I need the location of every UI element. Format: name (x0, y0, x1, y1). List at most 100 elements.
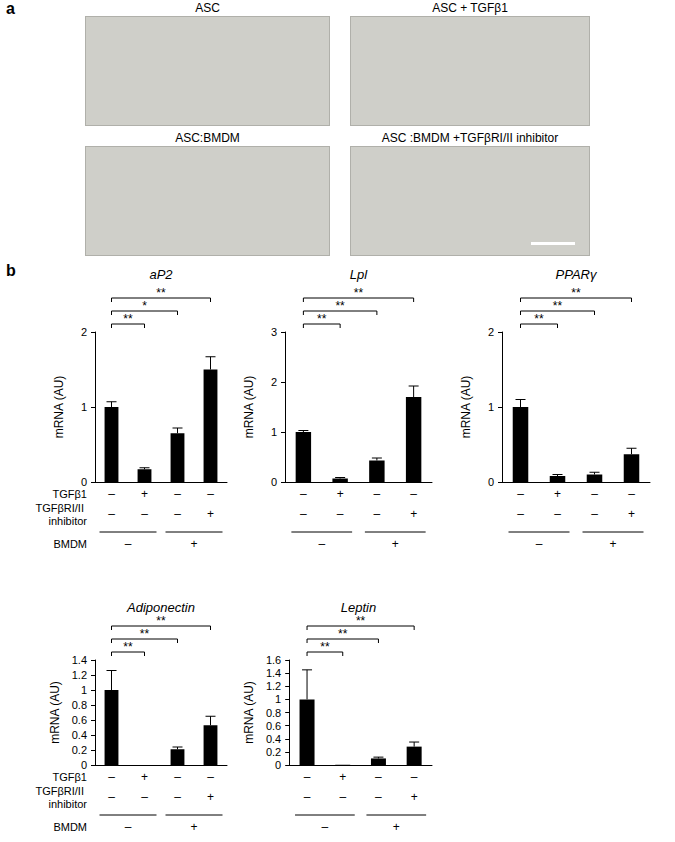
svg-text:+: + (207, 790, 214, 804)
svg-text:Adiponectin: Adiponectin (126, 600, 195, 615)
svg-text:1.4: 1.4 (266, 667, 281, 679)
svg-text:–: – (591, 487, 598, 501)
svg-text:TGFβ1: TGFβ1 (53, 771, 87, 783)
svg-text:0.4: 0.4 (72, 729, 87, 741)
svg-text:**: ** (320, 640, 330, 654)
svg-text:TGFβRI/II: TGFβRI/II (35, 502, 87, 514)
svg-text:+: + (339, 770, 346, 784)
svg-text:0.8: 0.8 (266, 707, 281, 719)
svg-text:0.6: 0.6 (72, 714, 87, 726)
svg-text:–: – (108, 507, 115, 521)
svg-text:mRNA (AU): mRNA (AU) (52, 376, 66, 439)
svg-text:BMDM: BMDM (53, 821, 87, 833)
svg-text:1: 1 (81, 684, 87, 696)
svg-text:–: – (374, 487, 381, 501)
svg-text:PPARγ: PPARγ (556, 267, 598, 282)
svg-text:**: ** (156, 614, 166, 628)
svg-text:*: * (142, 299, 147, 313)
svg-text:**: ** (356, 614, 366, 628)
svg-text:1: 1 (488, 401, 494, 413)
svg-text:inhibitor: inhibitor (48, 798, 87, 810)
svg-text:1: 1 (271, 426, 277, 438)
svg-text:+: + (337, 487, 344, 501)
svg-text:–: – (375, 770, 382, 784)
svg-text:BMDM: BMDM (53, 538, 87, 550)
svg-text:–: – (536, 537, 543, 551)
svg-text:0: 0 (488, 476, 494, 488)
svg-text:1.4: 1.4 (72, 654, 87, 666)
svg-text:–: – (374, 507, 381, 521)
svg-text:–: – (141, 507, 148, 521)
svg-text:Lpl: Lpl (350, 267, 368, 282)
svg-text:–: – (125, 820, 132, 834)
svg-text:**: ** (140, 627, 150, 641)
svg-text:**: ** (354, 286, 364, 300)
svg-text:**: ** (553, 299, 563, 313)
svg-text:**: ** (123, 312, 133, 326)
svg-text:2: 2 (271, 376, 277, 388)
svg-text:TGFβ1: TGFβ1 (53, 488, 87, 500)
svg-text:–: – (410, 487, 417, 501)
svg-text:0.6: 0.6 (266, 720, 281, 732)
svg-text:1: 1 (81, 401, 87, 413)
svg-text:1.6: 1.6 (266, 654, 281, 666)
svg-text:0: 0 (81, 476, 87, 488)
svg-text:**: ** (123, 640, 133, 654)
svg-text:+: + (410, 507, 417, 521)
svg-text:TGFβRI/II: TGFβRI/II (35, 785, 87, 797)
svg-text:0.2: 0.2 (266, 746, 281, 758)
svg-text:–: – (174, 507, 181, 521)
svg-text:aP2: aP2 (149, 267, 173, 282)
svg-text:1.2: 1.2 (72, 669, 87, 681)
svg-text:0: 0 (81, 759, 87, 771)
svg-text:inhibitor: inhibitor (48, 515, 87, 527)
svg-text:–: – (300, 507, 307, 521)
svg-text:+: + (609, 537, 616, 551)
svg-text:–: – (517, 507, 524, 521)
svg-text:3: 3 (271, 326, 277, 338)
svg-text:–: – (375, 790, 382, 804)
svg-text:2: 2 (488, 326, 494, 338)
svg-text:**: ** (335, 299, 345, 313)
svg-text:+: + (190, 820, 197, 834)
svg-text:–: – (108, 487, 115, 501)
svg-text:–: – (318, 537, 325, 551)
svg-text:–: – (174, 790, 181, 804)
svg-text:2: 2 (81, 326, 87, 338)
svg-text:**: ** (317, 312, 327, 326)
svg-text:+: + (207, 507, 214, 521)
svg-text:+: + (141, 770, 148, 784)
svg-text:+: + (392, 537, 399, 551)
svg-text:**: ** (156, 286, 166, 300)
svg-text:0: 0 (275, 759, 281, 771)
svg-text:–: – (207, 487, 214, 501)
svg-text:0.2: 0.2 (72, 744, 87, 756)
svg-text:+: + (190, 537, 197, 551)
svg-text:–: – (591, 507, 598, 521)
svg-text:–: – (411, 770, 418, 784)
svg-text:–: – (300, 487, 307, 501)
svg-text:mRNA (AU): mRNA (AU) (48, 681, 62, 744)
svg-text:–: – (304, 790, 311, 804)
svg-text:+: + (628, 507, 635, 521)
svg-text:–: – (304, 770, 311, 784)
svg-text:+: + (411, 790, 418, 804)
svg-text:–: – (174, 487, 181, 501)
svg-text:–: – (207, 770, 214, 784)
svg-text:1.2: 1.2 (266, 680, 281, 692)
svg-text:**: ** (571, 286, 581, 300)
svg-text:Leptin: Leptin (341, 600, 376, 615)
svg-text:–: – (141, 790, 148, 804)
svg-text:+: + (393, 820, 400, 834)
svg-text:–: – (337, 507, 344, 521)
svg-text:–: – (108, 770, 115, 784)
svg-text:1: 1 (275, 693, 281, 705)
svg-text:–: – (517, 487, 524, 501)
svg-text:+: + (141, 487, 148, 501)
svg-text:0.8: 0.8 (72, 699, 87, 711)
svg-text:–: – (628, 487, 635, 501)
svg-text:0.4: 0.4 (266, 733, 281, 745)
svg-text:–: – (554, 507, 561, 521)
svg-text:–: – (339, 790, 346, 804)
svg-text:**: ** (338, 627, 348, 641)
